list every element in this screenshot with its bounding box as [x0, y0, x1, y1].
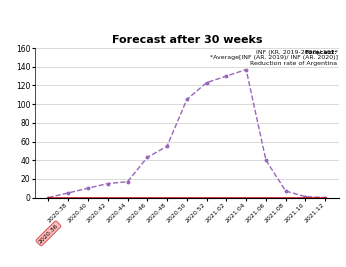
Text: 2020.36: 2020.36: [38, 223, 59, 244]
Title: Forecast after 30 weeks: Forecast after 30 weeks: [112, 34, 262, 45]
Text: Forecast:: Forecast:: [305, 50, 338, 54]
Text: Influenza virus: Influenza virus: [127, 10, 219, 20]
Text: INF (KR. 2019-2020)/ 102*
*Average[INF (AR. 2019)/ INF (AR. 2020)]
Reduction rat: INF (KR. 2019-2020)/ 102* *Average[INF (…: [210, 50, 338, 66]
